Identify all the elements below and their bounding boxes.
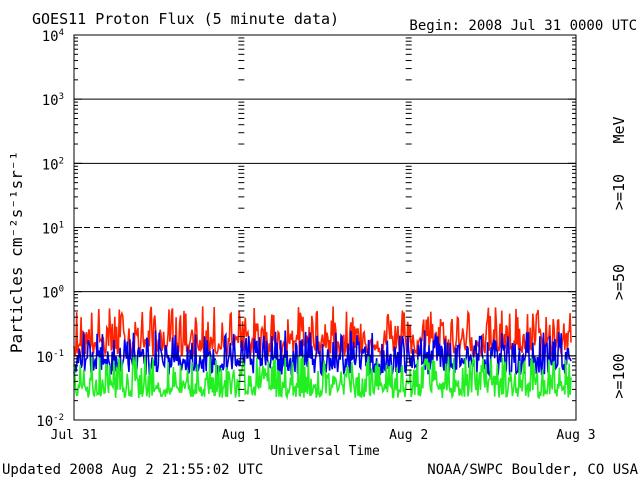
legend-series-label-text: >=10 bbox=[610, 174, 628, 210]
y-tick-label: 102 bbox=[42, 156, 64, 173]
x-tick-labels: Jul 31 Aug 1 Aug 2 Aug 3 bbox=[51, 428, 596, 443]
legend-series-label: >=10 bbox=[610, 174, 628, 210]
y-tick-label: 104 bbox=[42, 28, 64, 45]
legend-unit-text: MeV bbox=[610, 116, 628, 143]
series-line bbox=[73, 330, 572, 378]
begin-label: Begin: 2008 Jul 31 0000 UTC bbox=[409, 18, 637, 34]
x-axis-label: Universal Time bbox=[270, 444, 380, 459]
source-text: NOAA/SWPC Boulder, CO USA bbox=[427, 462, 638, 478]
y-tick-label: 103 bbox=[42, 92, 64, 109]
series-line bbox=[73, 356, 572, 401]
y-tick-label: 100 bbox=[42, 285, 64, 302]
x-tick-label: Aug 3 bbox=[556, 428, 595, 443]
y-tick-label: 101 bbox=[42, 221, 64, 238]
chart-title: GOES11 Proton Flux (5 minute data) bbox=[32, 10, 339, 28]
legend: MeV >=10 >=50 >=100 bbox=[610, 116, 628, 398]
reference-lines bbox=[74, 98, 576, 357]
y-axis-label: Particles cm⁻²s⁻¹sr⁻¹ bbox=[7, 151, 26, 353]
x-tick-label: Jul 31 bbox=[51, 428, 98, 443]
y-tick-label: 10-2 bbox=[36, 413, 64, 430]
x-tick-label: Aug 2 bbox=[389, 428, 428, 443]
updated-text: Updated 2008 Aug 2 21:55:02 UTC bbox=[2, 462, 263, 478]
legend-unit: MeV bbox=[610, 116, 628, 143]
legend-series-label-text: >=100 bbox=[610, 353, 628, 398]
legend-series-label: >=50 bbox=[610, 264, 628, 300]
plot-frame bbox=[73, 34, 577, 421]
y-axis-title: Particles cm⁻²s⁻¹sr⁻¹ bbox=[7, 151, 26, 353]
legend-series-label: >=100 bbox=[610, 353, 628, 398]
y-tick-labels: 10-2 10-1 100 101 102 103 104 bbox=[36, 28, 576, 430]
y-tick-label: 10-1 bbox=[36, 349, 64, 366]
x-tick-label: Aug 1 bbox=[222, 428, 261, 443]
minor-ticks bbox=[74, 37, 576, 402]
series-layer bbox=[73, 306, 572, 401]
legend-series-label-text: >=50 bbox=[610, 264, 628, 300]
